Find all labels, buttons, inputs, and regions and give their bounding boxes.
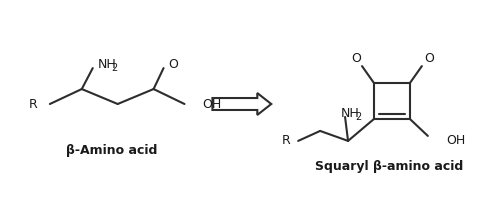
Text: R: R [282,134,290,147]
Text: R: R [29,98,38,111]
Text: Squaryl β-amino acid: Squaryl β-amino acid [315,160,463,173]
Text: O: O [424,52,434,65]
Text: OH: OH [202,98,222,111]
Text: O: O [351,52,361,65]
Polygon shape [213,93,271,115]
Text: NH: NH [98,58,116,71]
Text: OH: OH [446,134,465,147]
Text: β-Amino acid: β-Amino acid [66,144,157,157]
Text: NH: NH [341,107,360,120]
Text: 2: 2 [112,63,118,73]
Text: O: O [169,58,178,71]
Text: 2: 2 [355,112,361,122]
